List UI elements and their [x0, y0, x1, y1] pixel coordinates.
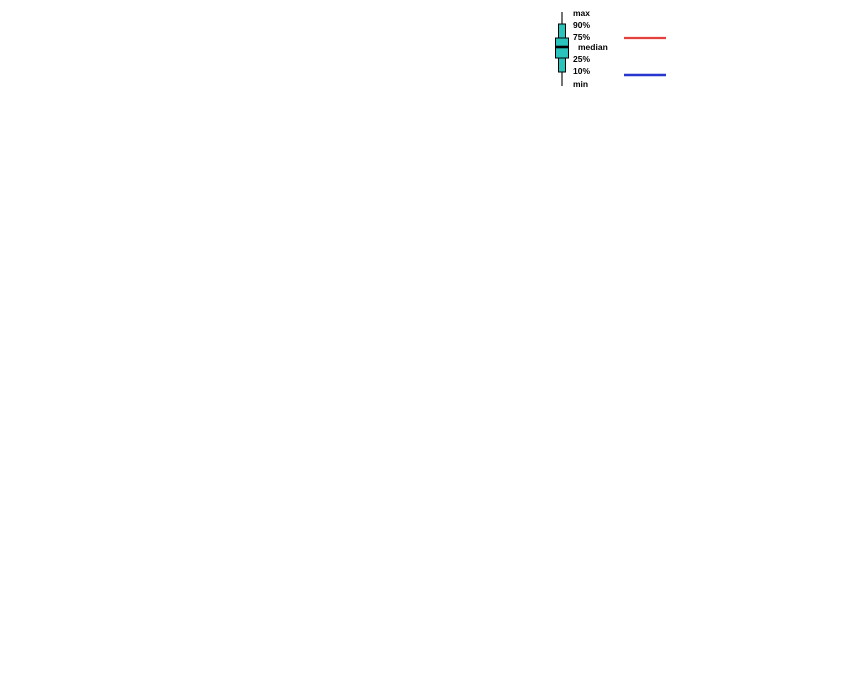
legend-box-label: 75%	[573, 32, 590, 42]
legend-box-label: 90%	[573, 20, 590, 30]
legend-box-label: min	[573, 79, 588, 89]
legend-box-label: 10%	[573, 66, 590, 76]
legend-box-label: max	[573, 8, 590, 18]
legend-box	[558, 57, 566, 73]
legend-box-label: median	[578, 42, 608, 52]
legend-box	[558, 23, 566, 39]
legend-box-label: 25%	[573, 54, 590, 64]
